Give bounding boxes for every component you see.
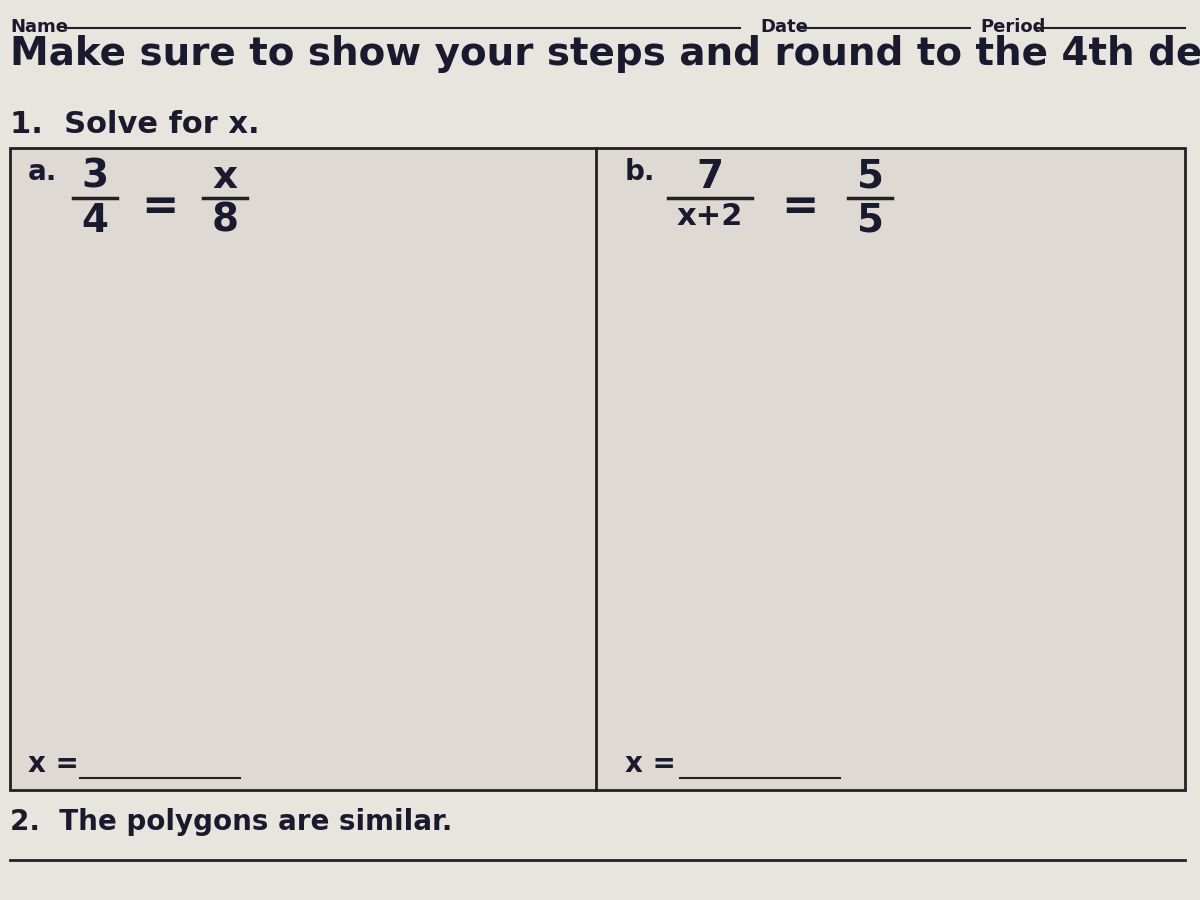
- Text: Date: Date: [760, 18, 808, 36]
- Text: 1.  Solve for x.: 1. Solve for x.: [10, 110, 259, 139]
- Text: Make sure to show your steps and round to the 4th decimal place!: Make sure to show your steps and round t…: [10, 35, 1200, 73]
- Text: Name: Name: [10, 18, 68, 36]
- Text: 2.  The polygons are similar.: 2. The polygons are similar.: [10, 808, 452, 836]
- Bar: [10, 148, 1186, 790]
- Text: 8: 8: [211, 202, 239, 240]
- Text: Period: Period: [980, 18, 1045, 36]
- Text: x =: x =: [28, 750, 79, 778]
- Text: =: =: [781, 185, 818, 228]
- Text: x: x: [212, 158, 238, 196]
- Text: b.: b.: [625, 158, 655, 186]
- Text: 7: 7: [696, 158, 724, 196]
- Text: x+2: x+2: [677, 202, 743, 231]
- Text: =: =: [142, 185, 179, 228]
- Text: 5: 5: [857, 158, 883, 196]
- Text: x =: x =: [625, 750, 676, 778]
- Text: a.: a.: [28, 158, 58, 186]
- Text: 4: 4: [82, 202, 108, 240]
- Text: 3: 3: [82, 158, 108, 196]
- Text: 5: 5: [857, 202, 883, 240]
